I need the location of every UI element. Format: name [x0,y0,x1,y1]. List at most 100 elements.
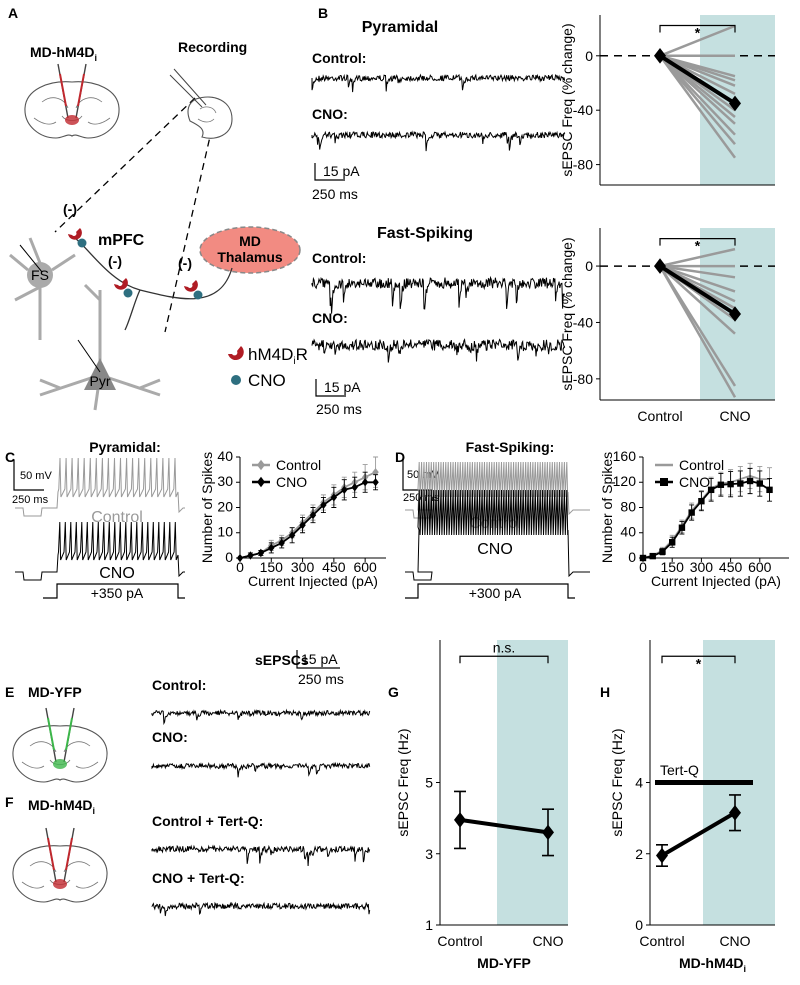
series-line [659,24,736,57]
scale-bar [296,650,340,669]
trace-label: Control [91,509,143,526]
y-tick-label: 0 [225,549,233,565]
trace-title: Pyramidal [362,19,438,36]
marker [654,48,666,64]
scale-label: 250 ms [316,401,362,417]
virus-name: MD-hM4D [30,44,95,60]
inhibition-label: (-) [178,255,192,271]
y-axis-label: Number of Spikes [599,452,615,563]
subscript: i [93,806,96,816]
needle-tip [59,73,85,107]
trace-label: CNO [99,565,135,582]
legend-text: R [296,345,308,364]
trace-title: Fast-Spiking [377,225,473,242]
electrode [169,68,207,108]
trace [311,275,566,314]
marker [330,493,338,502]
annotation-bar [655,780,753,785]
y-tick-label: 0 [628,549,636,565]
marker [341,485,348,494]
trace-label: Control: [312,50,366,66]
brain-outline [12,845,108,903]
series-line [459,817,549,835]
marker [756,480,763,487]
legend-label: Control [679,457,724,473]
series-line [642,480,770,559]
marker [361,478,369,487]
y-tick-label: 120 [613,473,637,489]
x-tick-label: CNO [719,408,750,424]
x-tick-label: 600 [748,559,772,575]
y-axis-label: Number of Spikes [199,452,215,563]
scale-label: 15 pA [324,379,361,395]
panel-label: F [5,794,14,810]
x-axis-label: Current Injected (pA) [651,573,781,589]
current-label: +300 pA [469,585,522,601]
y-tick-label: -40 [573,314,593,330]
brain-outline [187,96,233,139]
inhibition-label: (-) [63,201,77,217]
trace-label: Control + Tert-Q: [152,813,263,829]
marker [257,459,265,471]
subscript: i [744,964,747,974]
x-axis-label: Current Injected (pA) [248,573,378,589]
x-axis-label-text: MD-hM4D [679,955,744,971]
significance-label: * [695,238,701,254]
marker [659,548,666,555]
x-tick-label: Control [637,408,682,424]
marker [656,847,668,864]
panel-label: G [388,684,399,700]
series-line [659,265,736,335]
marker [729,95,741,112]
y-tick-label: 20 [217,498,233,514]
marker [257,548,265,558]
current-step [405,583,575,599]
marker [729,804,741,821]
electrode [77,339,101,373]
x-tick-label: 450 [322,559,346,575]
trace-title: sEPSCs [255,652,309,668]
legend-receptor [228,346,244,361]
trace [151,844,371,867]
y-tick-label: 0 [585,48,593,64]
marker [454,812,466,828]
subscript: i [95,53,98,63]
x-tick-label: 0 [236,559,244,575]
marker [717,481,725,488]
y-tick-label: 1 [425,917,433,933]
cell-label: FS [31,267,49,283]
marker [309,510,317,520]
y-tick-label: 5 [425,775,433,791]
current-step [43,583,185,599]
x-tick-label: Control [437,933,482,949]
injection [65,115,79,125]
trace-label: CNO: [312,106,348,122]
marker [688,509,695,516]
legend-text: hM4D [248,345,293,364]
y-tick-label: 160 [613,448,637,464]
marker [746,477,754,485]
y-tick-label: 40 [217,448,233,464]
shaded-region [497,640,568,925]
y-tick-label: 0 [585,258,593,274]
y-tick-label: -40 [573,102,593,118]
series-line [658,265,737,398]
thalamus-label: Thalamus [217,249,283,265]
x-tick-label: 150 [661,559,685,575]
y-tick-label: 4 [635,775,643,791]
scale-bar [13,460,44,491]
spike-trace [405,461,590,519]
series-line [659,54,736,146]
marker [278,538,285,548]
x-tick-label: 600 [353,559,377,575]
marker [639,554,647,562]
marker [737,480,744,487]
x-tick-label: CNO [719,933,750,949]
receptor [184,280,198,292]
cno-dot [193,290,203,300]
marker [257,476,265,488]
series-line [658,55,737,159]
series-line [239,481,376,559]
legend-cno [231,375,241,385]
trace-label: CNO: [312,310,348,326]
